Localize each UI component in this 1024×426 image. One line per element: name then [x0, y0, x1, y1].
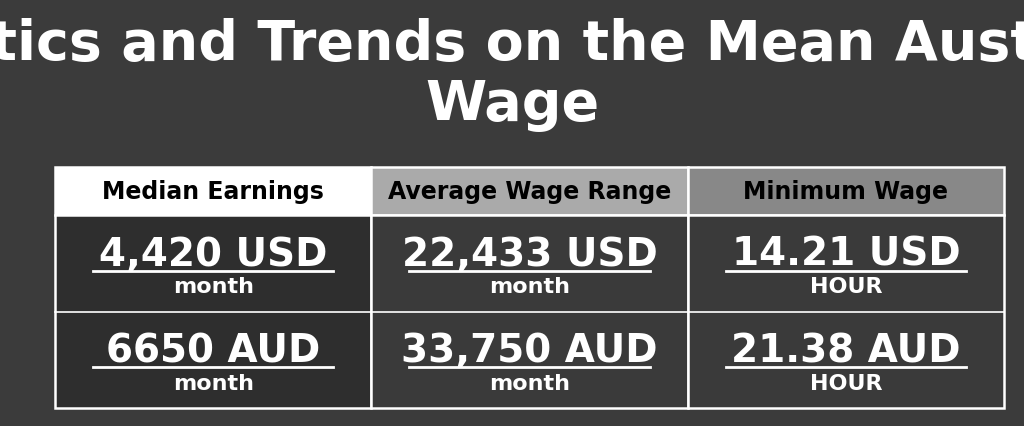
- Text: 14.21 USD: 14.21 USD: [731, 235, 961, 273]
- Text: 22,433 USD: 22,433 USD: [401, 235, 657, 273]
- Bar: [55, 216, 372, 408]
- Bar: [372, 216, 688, 408]
- Text: month: month: [489, 373, 570, 393]
- Text: month: month: [489, 277, 570, 297]
- Text: 33,750 AUD: 33,750 AUD: [401, 331, 657, 369]
- Text: Median Earnings: Median Earnings: [102, 180, 325, 204]
- Text: 4,420 USD: 4,420 USD: [99, 235, 328, 273]
- Text: HOUR: HOUR: [810, 373, 882, 393]
- Text: HOUR: HOUR: [810, 277, 882, 297]
- Text: 21.38 AUD: 21.38 AUD: [731, 331, 961, 369]
- Text: Statistics and Trends on the Mean Australian
Wage: Statistics and Trends on the Mean Austra…: [0, 18, 1024, 132]
- Bar: [688, 167, 1004, 216]
- Text: month: month: [173, 373, 254, 393]
- Text: month: month: [173, 277, 254, 297]
- Bar: [688, 216, 1004, 408]
- Text: Average Wage Range: Average Wage Range: [388, 180, 671, 204]
- Text: Minimum Wage: Minimum Wage: [743, 180, 948, 204]
- Bar: [372, 167, 688, 216]
- Bar: [55, 167, 372, 216]
- Text: 6650 AUD: 6650 AUD: [106, 331, 321, 369]
